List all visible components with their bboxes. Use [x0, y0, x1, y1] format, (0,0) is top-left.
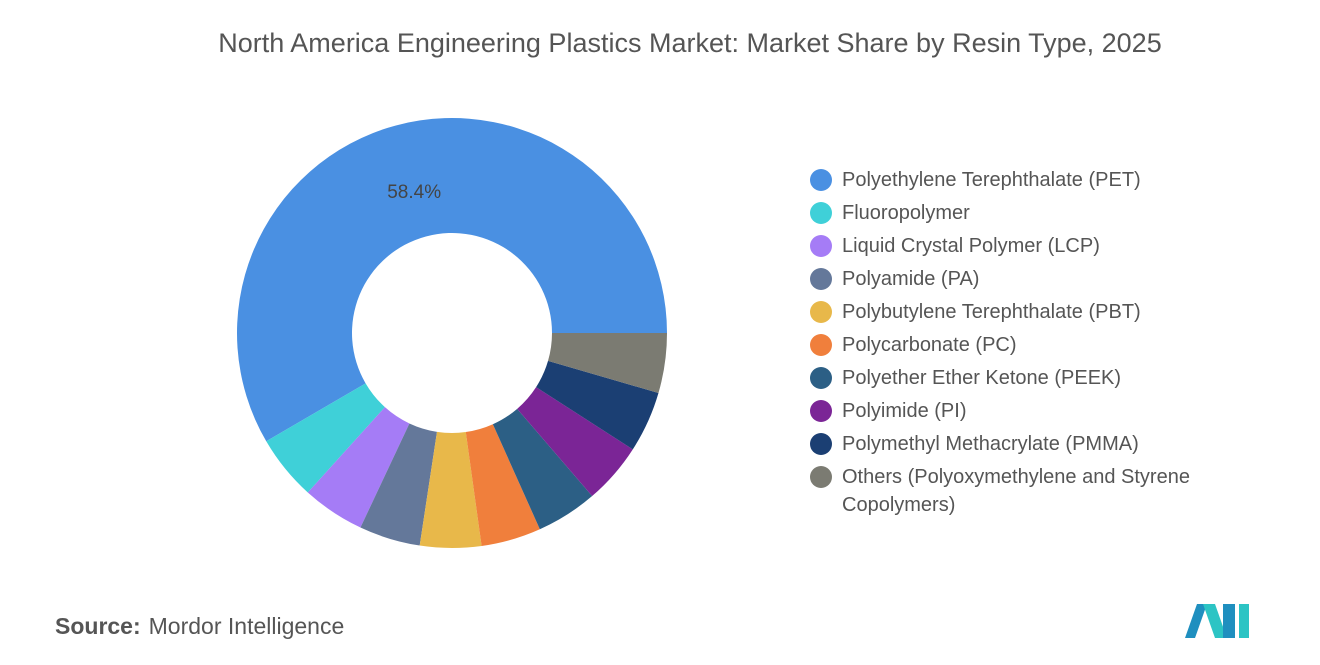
- slice: [266, 383, 385, 493]
- slice: [237, 118, 667, 442]
- legend-label: Others (Polyoxymethylene and Styrene Cop…: [842, 466, 1190, 516]
- slice: [548, 333, 667, 393]
- legend-item: Polyimide (PI): [810, 397, 1250, 425]
- legend-item: Liquid Crystal Polymer (LCP): [810, 232, 1250, 260]
- legend-item: Polyamide (PA): [810, 265, 1250, 293]
- chart-title: North America Engineering Plastics Marke…: [218, 28, 1162, 58]
- chart: 58.4%: [237, 118, 667, 549]
- slice: [536, 360, 659, 450]
- legend-marker: [810, 235, 832, 257]
- legend-label: Polyethylene Terephthalate (PET): [842, 169, 1141, 191]
- legend-marker: [810, 301, 832, 323]
- legend-item: Others (Polyoxymethylene and Styrene Cop…: [810, 463, 1250, 519]
- slice: [492, 408, 593, 530]
- legend-item: Polymethyl Methacrylate (PMMA): [810, 430, 1250, 458]
- legend-item: Polycarbonate (PC): [810, 331, 1250, 359]
- slice: [419, 431, 482, 549]
- legend-label: Liquid Crystal Polymer (LCP): [842, 235, 1100, 257]
- legend-marker: [810, 466, 832, 488]
- legend-label: Polymethyl Methacrylate (PMMA): [842, 433, 1139, 455]
- legend-item: Polyethylene Terephthalate (PET): [810, 166, 1250, 194]
- legend-item: Polyether Ether Ketone (PEEK): [810, 364, 1250, 392]
- legend-marker: [810, 400, 832, 422]
- legend-label: Polyimide (PI): [842, 400, 967, 422]
- legend-marker: [810, 169, 832, 191]
- source-text: Mordor Intelligence: [148, 613, 345, 639]
- source: Source: Mordor Intelligence: [55, 613, 344, 640]
- logo: [1185, 604, 1249, 638]
- legend-label: Polycarbonate (PC): [842, 334, 1017, 356]
- legend-label: Polyamide (PA): [842, 268, 980, 290]
- legend-marker: [810, 202, 832, 224]
- data-label: 58.4%: [387, 182, 441, 203]
- legend-marker: [810, 433, 832, 455]
- slice: [360, 423, 437, 546]
- legend-label: Polybutylene Terephthalate (PBT): [842, 301, 1141, 323]
- legend-label: Fluoropolymer: [842, 202, 970, 224]
- legend-marker: [810, 268, 832, 290]
- slice: [307, 407, 410, 528]
- legend-marker: [810, 367, 832, 389]
- slice: [465, 424, 540, 546]
- legend-marker: [810, 334, 832, 356]
- legend-item: Fluoropolymer: [810, 199, 1250, 227]
- legend-item: Polybutylene Terephthalate (PBT): [810, 298, 1250, 326]
- slice: [517, 387, 633, 497]
- source-label: Source:: [55, 613, 141, 639]
- legend: Polyethylene Terephthalate (PET) Fluoropo…: [810, 166, 1250, 524]
- legend-label: Polyether Ether Ketone (PEEK): [842, 367, 1122, 389]
